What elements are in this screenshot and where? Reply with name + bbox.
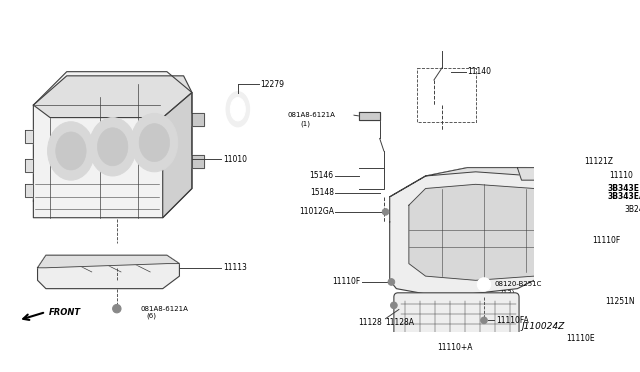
Text: 081A8-6121A: 081A8-6121A xyxy=(288,112,336,118)
Polygon shape xyxy=(580,201,609,234)
Text: (6): (6) xyxy=(146,313,156,320)
Text: (13): (13) xyxy=(500,289,515,296)
Ellipse shape xyxy=(226,92,250,127)
Text: B: B xyxy=(129,306,134,311)
Ellipse shape xyxy=(47,122,94,180)
Text: 11110F: 11110F xyxy=(593,236,621,245)
Text: 15148: 15148 xyxy=(310,188,334,197)
Polygon shape xyxy=(409,185,559,280)
Ellipse shape xyxy=(56,132,86,170)
Polygon shape xyxy=(33,76,192,118)
Text: 12279: 12279 xyxy=(260,80,284,89)
Text: 15146: 15146 xyxy=(310,171,334,180)
Text: 11128: 11128 xyxy=(358,318,382,327)
Ellipse shape xyxy=(90,118,136,176)
Text: 3B242: 3B242 xyxy=(624,205,640,214)
Circle shape xyxy=(390,302,397,309)
Ellipse shape xyxy=(627,200,640,235)
Polygon shape xyxy=(25,130,33,142)
Text: 11110FA: 11110FA xyxy=(497,316,529,325)
Polygon shape xyxy=(25,159,33,172)
Polygon shape xyxy=(163,93,192,218)
Text: 3B343EA: 3B343EA xyxy=(607,192,640,201)
Polygon shape xyxy=(517,168,543,180)
Text: 11128A: 11128A xyxy=(385,318,415,327)
Text: 3B343E: 3B343E xyxy=(607,184,639,193)
FancyBboxPatch shape xyxy=(394,293,519,343)
Text: 11110+A: 11110+A xyxy=(437,343,472,352)
Text: 11012GA: 11012GA xyxy=(299,207,334,217)
Text: B: B xyxy=(481,282,486,287)
Polygon shape xyxy=(192,155,204,168)
Ellipse shape xyxy=(97,128,128,166)
Text: 11251N: 11251N xyxy=(605,296,635,306)
Polygon shape xyxy=(390,168,576,297)
Text: 11010: 11010 xyxy=(223,155,247,164)
Circle shape xyxy=(113,305,121,313)
Circle shape xyxy=(568,250,574,257)
Text: 11140: 11140 xyxy=(467,67,492,76)
Circle shape xyxy=(340,108,353,122)
Ellipse shape xyxy=(131,113,178,172)
Text: 11110: 11110 xyxy=(609,171,633,180)
FancyBboxPatch shape xyxy=(549,291,602,336)
Ellipse shape xyxy=(139,124,170,161)
Circle shape xyxy=(126,303,138,314)
Polygon shape xyxy=(38,255,179,268)
Text: 11110E: 11110E xyxy=(566,334,595,343)
Text: B: B xyxy=(344,113,349,118)
Ellipse shape xyxy=(230,97,245,121)
Text: 11121Z: 11121Z xyxy=(584,157,613,166)
Text: 11110F: 11110F xyxy=(332,278,360,286)
Polygon shape xyxy=(359,112,380,120)
Circle shape xyxy=(477,278,491,291)
Polygon shape xyxy=(390,168,576,197)
Text: J110024Z: J110024Z xyxy=(522,322,564,331)
Text: 081A8-6121A: 081A8-6121A xyxy=(140,306,188,312)
Polygon shape xyxy=(25,185,33,197)
Circle shape xyxy=(382,209,389,215)
Polygon shape xyxy=(609,201,634,234)
Polygon shape xyxy=(33,72,192,218)
Ellipse shape xyxy=(604,200,618,235)
Circle shape xyxy=(388,279,395,285)
Text: (1): (1) xyxy=(300,120,310,126)
Polygon shape xyxy=(192,113,204,126)
Circle shape xyxy=(481,317,487,324)
Text: 08120-B251C: 08120-B251C xyxy=(494,282,541,288)
Text: FRONT: FRONT xyxy=(49,308,81,317)
Text: 11113: 11113 xyxy=(223,263,246,272)
Polygon shape xyxy=(38,255,179,289)
Circle shape xyxy=(554,336,561,342)
